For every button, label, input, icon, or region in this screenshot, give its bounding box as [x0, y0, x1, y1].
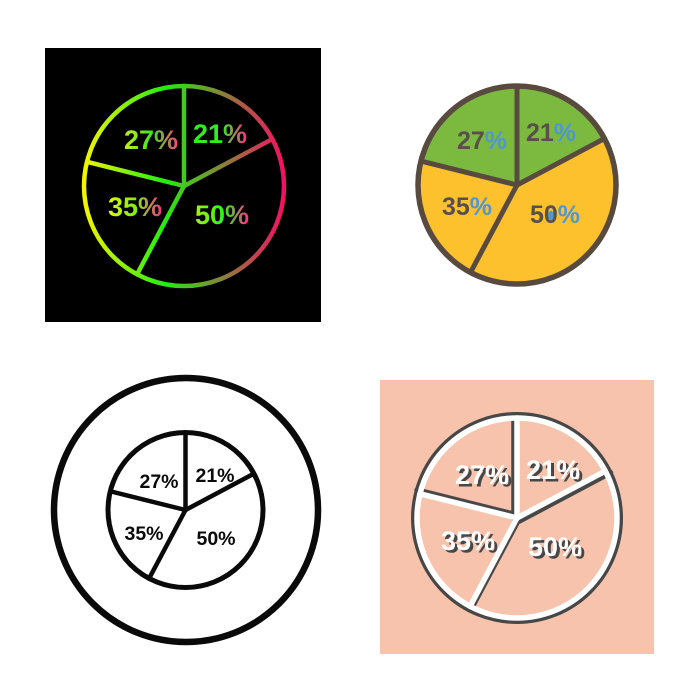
neon-slice-label: 27% [124, 125, 178, 155]
slice-divider-line [514, 136, 607, 188]
outline-slice-label: 21% [195, 465, 234, 487]
slice-divider-line [417, 491, 520, 521]
duotone-slice-label-shadow: 50% [531, 535, 585, 565]
slice-divider-line [418, 158, 520, 188]
duotone-slice-label: 35% [441, 526, 495, 556]
outline-pie-svg: 27% 21% 35% 50% [50, 374, 322, 646]
slice-divider-line [514, 468, 609, 521]
duotone-slice-label: 27% [455, 460, 509, 490]
flat-slice-label: 21% [526, 119, 576, 147]
slice-divider-line [134, 183, 187, 277]
flat-slice-label: 27% [457, 127, 507, 155]
slice-divider-line [183, 471, 257, 513]
duotone-slice-label: 21% [526, 455, 580, 485]
outline-slice-label: 35% [124, 523, 163, 545]
neon-slice-label: 50% [195, 200, 249, 230]
outer-ring-circle [50, 374, 322, 646]
slice-divider-shadow-line [414, 487, 520, 518]
zero-counter-dot [548, 210, 554, 221]
pie-icon-duotone: 27% 27% 21% 21% 35% 35% 50% 50% [380, 380, 654, 654]
slice-divider-line [467, 515, 520, 610]
pie-shadow-circle [411, 412, 623, 624]
outline-slice-label: 27% [139, 471, 178, 493]
flat-pie-svg: 27% 21% 35% 50% [415, 83, 619, 287]
duotone-slice-label-shadow: 35% [444, 529, 498, 559]
duotone-pie-svg: 27%27% 21%21%35%35% 50%50% [380, 380, 654, 654]
slice-divider-line [468, 182, 520, 275]
pie-slice-50 [470, 138, 616, 284]
neon-pie-svg: 27% 21% 35% 50% [45, 48, 321, 322]
duotone-slice-label: 50% [528, 532, 582, 562]
flat-slice-label: 35% [442, 193, 492, 221]
neon-slice-label: 35% [108, 192, 162, 222]
pie-icon-outline: 27% 21% 35% 50% [45, 372, 329, 652]
slice-divider-line [84, 159, 187, 189]
outline-slice-label: 50% [196, 528, 235, 550]
pie-slice-21 [517, 86, 605, 185]
duotone-slice-label-shadow: 21% [529, 458, 583, 488]
duotone-slice-label-shadow: 27% [458, 463, 512, 493]
neon-slice-label: 21% [193, 119, 247, 149]
flat-slice-label: 50% [530, 201, 580, 229]
slice-divider-line [108, 489, 188, 513]
pie-icon-neon: 27% 21% 35% 50% [45, 48, 321, 322]
pie-slice-35 [418, 161, 517, 273]
slice-divider-shadow-line [516, 469, 614, 524]
pie-outline-circle [415, 83, 619, 287]
pie-slice-27 [420, 85, 517, 185]
pie-icon-flat: 27% 21% 35% 50% [405, 73, 629, 297]
slice-divider-line [181, 136, 275, 189]
slice-divider-line [146, 507, 188, 581]
